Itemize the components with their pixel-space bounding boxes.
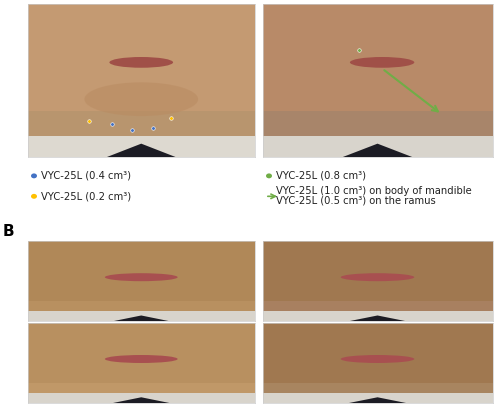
Bar: [28, 393, 255, 403]
Ellipse shape: [350, 57, 414, 68]
Bar: [28, 312, 255, 321]
Ellipse shape: [105, 355, 178, 363]
Text: VYC-25L (0.5 cm³) on the ramus: VYC-25L (0.5 cm³) on the ramus: [276, 196, 436, 205]
Bar: [28, 241, 255, 301]
Bar: [262, 241, 492, 301]
Ellipse shape: [340, 273, 414, 281]
Text: VYC-25L (0.8 cm³): VYC-25L (0.8 cm³): [276, 171, 366, 181]
Bar: [262, 393, 492, 403]
Wedge shape: [322, 315, 434, 338]
Wedge shape: [86, 397, 196, 409]
Ellipse shape: [84, 82, 198, 116]
Bar: [262, 136, 492, 157]
Bar: [262, 4, 492, 111]
Bar: [262, 312, 492, 321]
Wedge shape: [318, 144, 438, 190]
Wedge shape: [82, 144, 200, 190]
Text: VYC-25L (1.0 cm³) on body of mandible: VYC-25L (1.0 cm³) on body of mandible: [276, 187, 472, 196]
Bar: [28, 323, 255, 383]
Ellipse shape: [340, 355, 414, 363]
Ellipse shape: [110, 57, 173, 68]
Bar: [28, 4, 255, 111]
Text: A: A: [2, 0, 14, 2]
Bar: [262, 323, 492, 383]
Wedge shape: [322, 397, 434, 409]
Bar: [28, 136, 255, 157]
Text: B: B: [2, 224, 14, 239]
Text: VYC-25L (0.2 cm³): VYC-25L (0.2 cm³): [41, 191, 131, 201]
Wedge shape: [86, 315, 196, 338]
Ellipse shape: [105, 273, 178, 281]
Text: VYC-25L (0.4 cm³): VYC-25L (0.4 cm³): [41, 171, 131, 181]
